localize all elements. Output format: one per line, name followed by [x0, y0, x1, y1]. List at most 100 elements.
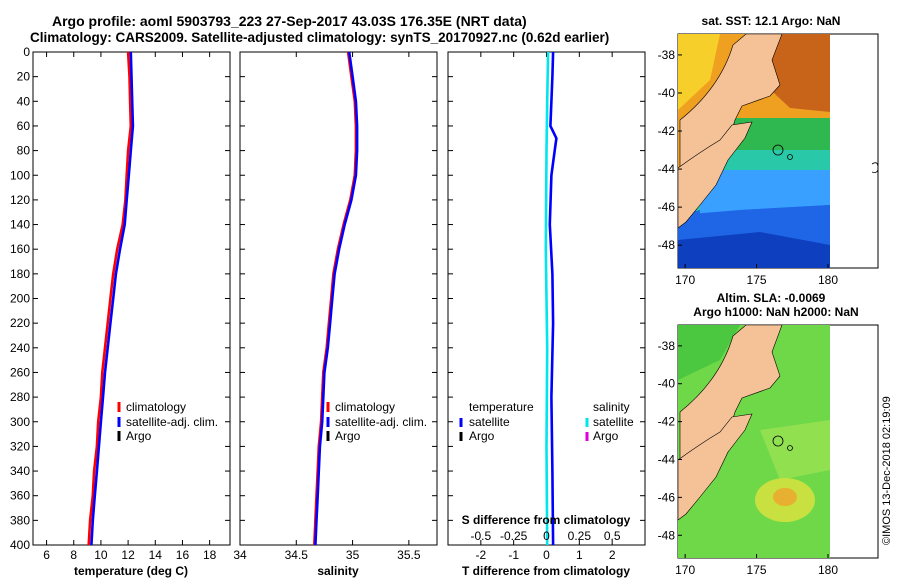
ytick-label: 280	[10, 390, 30, 404]
land-south-island	[678, 413, 753, 521]
sla-map-title-line2: Argo h1000: NaN h2000: NaN	[693, 305, 858, 319]
t-difference-xlabel: T difference from climatology	[462, 564, 630, 578]
xtick-label: 1	[576, 548, 583, 562]
ytick-label: 360	[10, 489, 30, 503]
difference-legend-temperature: temperature satellite Argo	[459, 400, 534, 443]
temperature-legend: climatology satellite-adj. clim. Argo	[117, 400, 218, 443]
xtick-label: 8	[70, 548, 77, 562]
ytick-label: 300	[10, 415, 30, 429]
map-xtick-label: 180	[818, 273, 838, 287]
ytick-label: 120	[10, 193, 30, 207]
salinity-panel: 34 34.5 35 35.5 salinity climatology satell…	[233, 51, 438, 578]
map-xtick-label: 170	[675, 563, 695, 577]
map-ytick-label: -48	[658, 528, 676, 542]
ytick-label: 340	[10, 464, 30, 478]
legend-title-temperature: temperature	[469, 400, 534, 414]
legend-label-satellite: satellite-adj. clim.	[126, 415, 218, 429]
xtick-label: 6	[43, 548, 50, 562]
legend-label-s-argo: Argo	[593, 429, 619, 443]
map-ytick-label: -40	[658, 86, 676, 100]
ytick-label: 0	[23, 45, 30, 59]
imos-credit: ©IMOS 13-Dec-2018 02:19:09	[881, 396, 893, 545]
xtick-label: 34	[233, 548, 247, 562]
difference-legend-salinity: salinity satellite Argo	[585, 400, 634, 443]
ytick-label: 380	[10, 513, 30, 527]
series-line-satellite-adj-clim-	[314, 52, 359, 545]
legend-label-climatology: climatology	[335, 400, 395, 414]
series-line-satellite-adj-clim-	[90, 52, 135, 545]
xtick-label: 14	[149, 548, 163, 562]
map-ytick-label: -38	[658, 339, 676, 353]
sst-map-title: sat. SST: 12.1 Argo: NaN	[702, 14, 841, 28]
ytick-label: 220	[10, 316, 30, 330]
series-line-temperature-satellite	[548, 52, 558, 545]
legend-label-climatology: climatology	[126, 400, 186, 414]
xtick-label: 18	[203, 548, 217, 562]
xtick-label: 10	[94, 548, 108, 562]
map-ytick-label: -42	[658, 415, 676, 429]
ytick-label: 100	[10, 168, 30, 182]
map-ytick-label: -46	[658, 200, 676, 214]
ytick-label: 60	[17, 119, 31, 133]
sla-map: Altim. SLA: -0.0069 Argo h1000: NaN h200…	[658, 291, 879, 577]
xtick-label: 2	[609, 548, 616, 562]
sla-map-title-line1: Altim. SLA: -0.0069	[717, 291, 826, 305]
ytick-label: 160	[10, 242, 30, 256]
s-tick-label: 0.25	[568, 529, 592, 543]
legend-label-argo: Argo	[126, 429, 152, 443]
xtick-label: 16	[176, 548, 190, 562]
salinity-axes-box	[239, 51, 438, 546]
ytick-label: 80	[17, 144, 31, 158]
s-tick-label: 0	[543, 529, 550, 543]
legend-label-argo: Argo	[335, 429, 361, 443]
difference-panel: -2 -1 0 1 2 T difference from climatology S …	[447, 51, 646, 578]
figure-title-line2: Climatology: CARS2009. Satellite-adjuste…	[30, 30, 610, 45]
map-xtick-label: 180	[818, 563, 838, 577]
land-south-island	[678, 121, 753, 229]
salinity-xlabel: salinity	[317, 564, 359, 578]
ytick-label: 40	[17, 94, 31, 108]
xtick-label: -1	[508, 548, 519, 562]
legend-label-t-satellite: satellite	[469, 415, 510, 429]
xtick-label: 0	[543, 548, 550, 562]
ytick-label: 200	[10, 292, 30, 306]
xtick-label: 35.5	[397, 548, 421, 562]
salinity-legend: climatology satellite-adj. clim. Argo	[326, 400, 427, 443]
temperature-xlabel: temperature (deg C)	[74, 564, 188, 578]
map-xtick-label: 175	[747, 273, 767, 287]
map-ytick-label: -44	[658, 162, 676, 176]
series-line-salinity-satellite	[544, 52, 550, 545]
map-ytick-label: -44	[658, 452, 676, 466]
s-tick-label: -0.25	[500, 529, 528, 543]
map-ytick-label: -40	[658, 377, 676, 391]
figure-title-line1: Argo profile: aoml 5903793_223 27-Sep-20…	[52, 13, 527, 29]
ytick-label: 320	[10, 439, 30, 453]
map-ytick-label: -38	[658, 48, 676, 62]
ytick-label: 260	[10, 365, 30, 379]
legend-title-salinity: salinity	[593, 400, 630, 414]
map-xtick-label: 170	[675, 273, 695, 287]
map-ytick-label: -48	[658, 238, 676, 252]
map-ytick-label: -46	[658, 490, 676, 504]
xtick-label: 35	[346, 548, 360, 562]
sla-field	[678, 325, 830, 558]
sst-map: sat. SST: 12.1 Argo: NaN 170 175 180 -38 -40…	[658, 14, 879, 287]
temperature-panel: 0 20 40 60 80 100 120 140 160 180 200 220 240 260 280 3…	[10, 45, 231, 578]
ytick-label: 180	[10, 267, 30, 281]
s-tick-label: -0.5	[470, 529, 491, 543]
ytick-label: 400	[10, 538, 30, 552]
legend-label-t-argo: Argo	[469, 429, 495, 443]
s-tick-label: 0.5	[604, 529, 621, 543]
xtick-label: -2	[475, 548, 486, 562]
map-xtick-label: 175	[747, 563, 767, 577]
sst-field	[678, 34, 830, 268]
ytick-label: 140	[10, 218, 30, 232]
xtick-label: 34.5	[285, 548, 309, 562]
series-line-climatology	[87, 52, 133, 545]
s-difference-label: S difference from climatology	[462, 513, 631, 527]
map-ytick-label: -42	[658, 124, 676, 138]
ytick-label: 20	[17, 70, 31, 84]
legend-label-s-satellite: satellite	[593, 415, 634, 429]
xtick-label: 12	[121, 548, 135, 562]
